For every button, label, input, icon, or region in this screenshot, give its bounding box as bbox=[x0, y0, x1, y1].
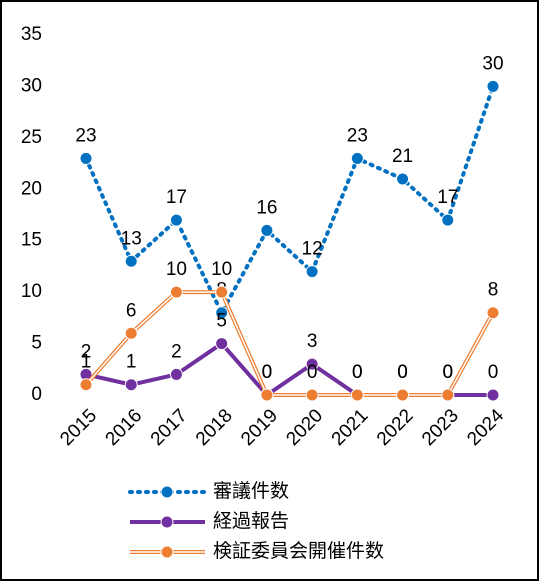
data-label: 21 bbox=[392, 146, 413, 167]
data-point bbox=[486, 79, 500, 93]
data-label: 0 bbox=[442, 362, 453, 383]
data-label: 0 bbox=[307, 362, 318, 383]
data-point bbox=[79, 151, 93, 165]
y-tick-label: 35 bbox=[21, 24, 42, 45]
data-label: 12 bbox=[302, 239, 323, 260]
data-label: 1 bbox=[81, 352, 92, 373]
data-label: 0 bbox=[442, 362, 453, 383]
y-tick-label: 15 bbox=[21, 230, 42, 251]
data-label: 0 bbox=[262, 362, 273, 383]
y-tick-label: 0 bbox=[31, 384, 42, 405]
data-label: 5 bbox=[216, 311, 227, 332]
data-point bbox=[396, 172, 410, 186]
data-label: 2 bbox=[171, 341, 182, 362]
data-point bbox=[396, 388, 410, 402]
data-label: 0 bbox=[262, 362, 273, 383]
data-label: 10 bbox=[166, 259, 187, 280]
y-tick-label: 25 bbox=[21, 127, 42, 148]
legend-marker bbox=[160, 545, 174, 559]
data-point bbox=[305, 265, 319, 279]
legend-label: 審議件数 bbox=[213, 480, 289, 502]
data-label: 6 bbox=[126, 300, 137, 321]
data-point bbox=[169, 213, 183, 227]
data-point bbox=[441, 213, 455, 227]
data-label: 0 bbox=[352, 362, 363, 383]
legend-marker bbox=[160, 485, 174, 499]
data-label: 8 bbox=[488, 280, 499, 301]
data-point bbox=[260, 388, 274, 402]
data-label: 17 bbox=[166, 187, 187, 208]
data-point bbox=[305, 388, 319, 402]
series-line bbox=[84, 84, 495, 318]
data-label: 30 bbox=[482, 53, 503, 74]
data-point bbox=[486, 388, 500, 402]
y-tick-label: 10 bbox=[21, 281, 42, 302]
y-tick-label: 20 bbox=[21, 178, 42, 199]
data-label: 23 bbox=[347, 125, 368, 146]
data-label: 13 bbox=[121, 228, 142, 249]
data-label: 16 bbox=[256, 197, 277, 218]
legend-label: 検証委員会開催件数 bbox=[213, 540, 384, 562]
data-label: 0 bbox=[352, 362, 363, 383]
legend-label: 経過報告 bbox=[213, 510, 289, 532]
data-point bbox=[486, 306, 500, 320]
data-point bbox=[169, 285, 183, 299]
data-point bbox=[169, 367, 183, 381]
data-point bbox=[124, 326, 138, 340]
data-point bbox=[441, 388, 455, 402]
data-label: 23 bbox=[75, 125, 96, 146]
legend-marker bbox=[160, 515, 174, 529]
data-point bbox=[124, 254, 138, 268]
data-label: 10 bbox=[211, 259, 232, 280]
data-point bbox=[350, 151, 364, 165]
y-tick-label: 30 bbox=[21, 75, 42, 96]
data-point bbox=[305, 357, 319, 371]
data-point bbox=[215, 306, 229, 320]
data-point bbox=[124, 378, 138, 392]
series-line-inner bbox=[85, 291, 494, 396]
data-label: 3 bbox=[307, 331, 318, 352]
data-label: 0 bbox=[397, 362, 408, 383]
data-label: 17 bbox=[437, 187, 458, 208]
data-label: 0 bbox=[488, 362, 499, 383]
data-point bbox=[215, 337, 229, 351]
data-point bbox=[350, 388, 364, 402]
data-point bbox=[215, 285, 229, 299]
data-point bbox=[260, 223, 274, 237]
data-label: 0 bbox=[397, 362, 408, 383]
data-label: 1 bbox=[126, 352, 137, 373]
y-tick-label: 5 bbox=[31, 333, 42, 354]
data-point bbox=[79, 378, 93, 392]
data-label: 2 bbox=[81, 341, 92, 362]
